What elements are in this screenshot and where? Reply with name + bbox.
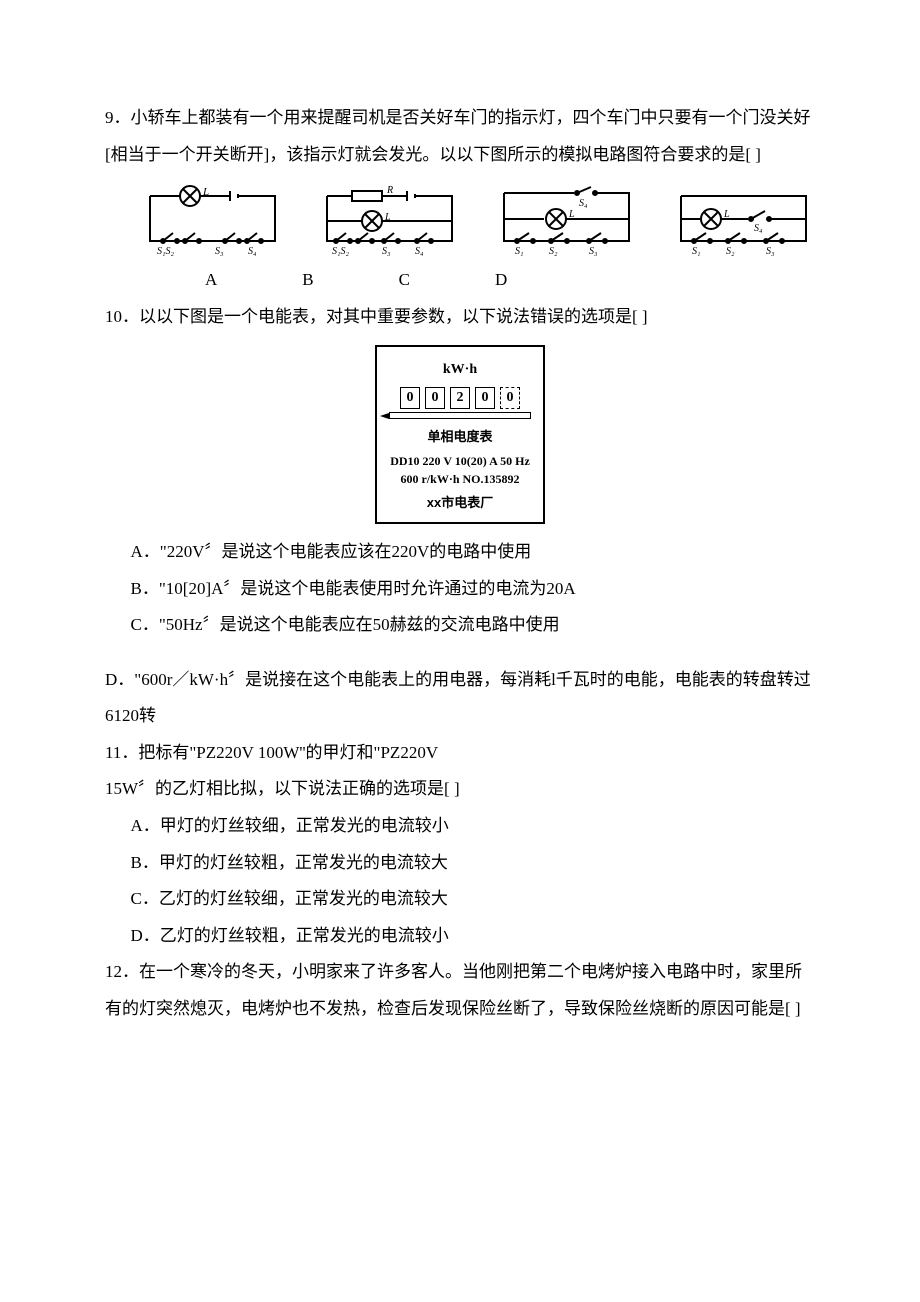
meter-line1: 单相电度表 xyxy=(389,423,531,451)
svg-text:L: L xyxy=(723,209,730,220)
q11-option-a: A．甲灯的灯丝较细，正常发光的电流较小 xyxy=(105,808,815,845)
meter-unit: kW·h xyxy=(389,355,531,385)
meter-line4: xx市电表厂 xyxy=(389,489,531,517)
meter-disk xyxy=(389,412,531,419)
q10-option-c: C．"50Hz〞是说这个电能表应在50赫兹的交流电路中使用 xyxy=(105,607,815,644)
meter-digit: 2 xyxy=(450,387,470,409)
svg-text:S₄: S₄ xyxy=(415,246,424,256)
circuit-b: R L S₁S₂ S₃ S₄ xyxy=(312,181,467,256)
svg-text:S₁S₂: S₁S₂ xyxy=(332,246,349,256)
meter-digit: 0 xyxy=(500,387,520,409)
svg-text:L: L xyxy=(568,209,575,220)
svg-text:S₃: S₃ xyxy=(215,246,224,256)
svg-text:S₁S₂: S₁S₂ xyxy=(157,246,174,256)
q9-text: 9．小轿车上都装有一个用来提醒司机是否关好车门的指示灯，四个车门中只要有一个门没… xyxy=(105,100,815,173)
q9-labels: A B C D xyxy=(205,262,815,299)
q11-option-b: B．甲灯的灯丝较粗，正常发光的电流较大 xyxy=(105,845,815,882)
q10-option-d: D．"600r／kW·h〞是说接在这个电能表上的用电器，每消耗l千瓦时的电能，电… xyxy=(105,662,815,735)
label-d: D xyxy=(495,262,507,299)
meter-digit: 0 xyxy=(475,387,495,409)
meter-line2: DD10 220 V 10(20) A 50 Hz xyxy=(389,452,531,470)
svg-text:R: R xyxy=(386,185,393,196)
meter-digit: 0 xyxy=(400,387,420,409)
label-c: C xyxy=(399,262,410,299)
svg-text:S₃: S₃ xyxy=(589,246,598,256)
circuit-diagrams: L S₁S₂ S₃ S₄ R xyxy=(135,181,835,256)
svg-text:S₄: S₄ xyxy=(754,223,763,234)
q11-option-d: D．乙灯的灯丝较粗，正常发光的电流较小 xyxy=(105,918,815,955)
svg-text:S₃: S₃ xyxy=(766,246,775,256)
circuit-a: L S₁S₂ S₃ S₄ xyxy=(135,181,290,256)
svg-text:L: L xyxy=(384,212,391,223)
svg-text:S₁: S₁ xyxy=(515,246,523,256)
svg-text:S₂: S₂ xyxy=(549,246,558,256)
energy-meter-diagram: kW·h 0 0 2 0 0 单相电度表 DD10 220 V 10(20) A… xyxy=(105,345,815,524)
svg-text:S₄: S₄ xyxy=(248,246,257,256)
label-a: A xyxy=(205,262,217,299)
q11-line1: 11．把标有"PZ220V 100W''的甲灯和"PZ220V xyxy=(105,735,815,772)
q10-option-b: B．"10[20]A〞是说这个电能表使用时允许通过的电流为20A xyxy=(105,571,815,608)
svg-text:L: L xyxy=(202,186,209,198)
svg-text:S₃: S₃ xyxy=(382,246,391,256)
label-b: B xyxy=(302,262,313,299)
q10-text: 10．以以下图是一个电能表，对其中重要参数，以下说法错误的选项是[ ] xyxy=(105,299,815,336)
q12-text: 12．在一个寒冷的冬天，小明家来了许多客人。当他刚把第二个电烤炉接入电路中时，家… xyxy=(105,954,815,1027)
svg-text:S₂: S₂ xyxy=(726,246,735,256)
meter-digit: 0 xyxy=(425,387,445,409)
q11-line2: 15W〞的乙灯相比拟，以下说法正确的选项是[ ] xyxy=(105,771,815,808)
circuit-c: S₄ L S₁ S₂ S₃ xyxy=(489,181,644,256)
q11-option-c: C．乙灯的灯丝较细，正常发光的电流较大 xyxy=(105,881,815,918)
q10-option-a: A．"220V〞是说这个电能表应该在220V的电路中使用 xyxy=(105,534,815,571)
svg-text:S₄: S₄ xyxy=(579,198,588,209)
svg-text:S₁: S₁ xyxy=(692,246,700,256)
circuit-d: L S₄ S₁ S₂ S₃ xyxy=(666,181,821,256)
meter-line3: 600 r/kW·h NO.135892 xyxy=(389,470,531,488)
